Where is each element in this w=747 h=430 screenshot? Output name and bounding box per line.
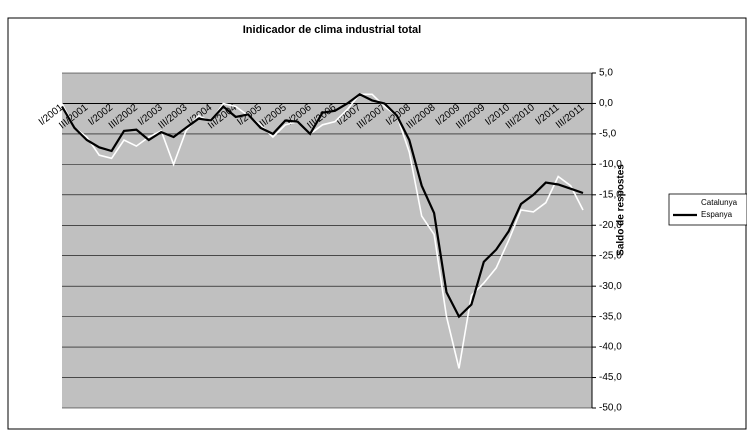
legend-label: Catalunya (701, 198, 738, 207)
y-tick-label: -20,0 (599, 220, 622, 231)
legend-label: Espanya (701, 210, 733, 219)
y-tick-label: -5,0 (599, 129, 617, 140)
chart-title: Inidicador de clima industrial total (243, 24, 421, 36)
y-tick-label: -25,0 (599, 250, 622, 261)
series-line (61, 93, 584, 369)
y-tick-label: -50,0 (599, 403, 622, 414)
y-axis-title: Saldo de respostes (616, 164, 627, 256)
y-tick-label: 5,0 (599, 68, 613, 79)
series-line (61, 93, 584, 319)
y-tick-label: -45,0 (599, 372, 622, 383)
legend-box (668, 193, 747, 226)
y-tick-label: -30,0 (599, 281, 622, 292)
y-tick-label: -15,0 (599, 189, 622, 200)
y-tick-label: -35,0 (599, 311, 622, 322)
y-tick-label: 0,0 (599, 98, 613, 109)
y-tick-label: -10,0 (599, 159, 622, 170)
y-tick-label: -40,0 (599, 342, 622, 353)
